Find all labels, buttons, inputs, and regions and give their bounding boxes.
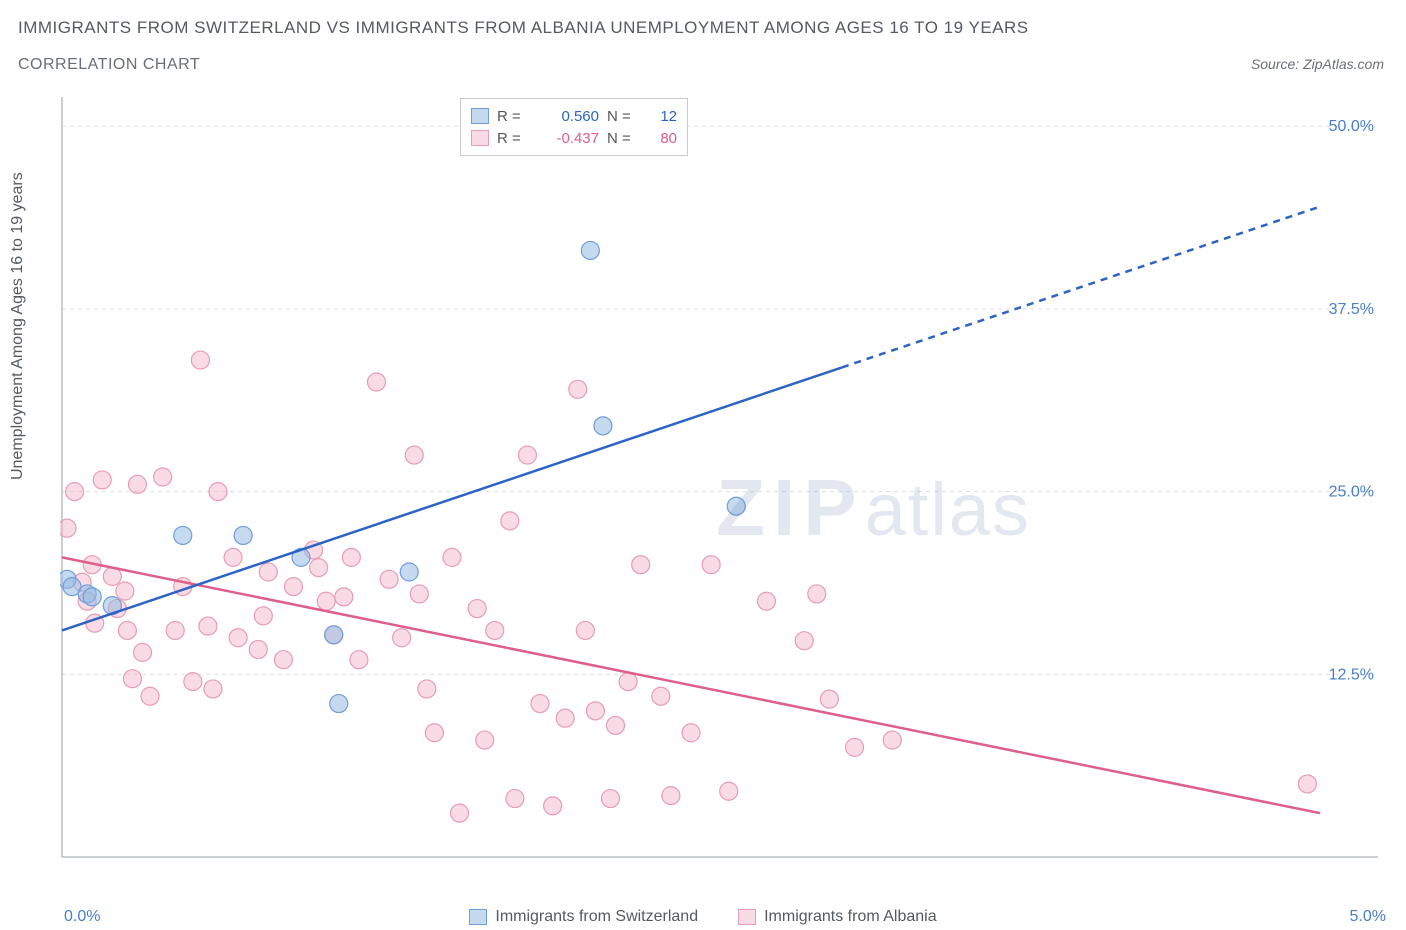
r-label: R = bbox=[497, 130, 529, 147]
chart-subtitle: CORRELATION CHART bbox=[18, 56, 200, 74]
svg-text:12.5%: 12.5% bbox=[1329, 666, 1374, 683]
r-label: R = bbox=[497, 108, 529, 125]
legend-stat-row: R = 0.560 N = 12 bbox=[471, 105, 677, 127]
chart-title: IMMIGRANTS FROM SWITZERLAND VS IMMIGRANT… bbox=[18, 18, 1029, 38]
svg-text:25.0%: 25.0% bbox=[1329, 484, 1374, 501]
legend-swatch bbox=[471, 130, 489, 146]
legend-label: Immigrants from Albania bbox=[764, 908, 937, 926]
legend-series: Immigrants from Switzerland Immigrants fr… bbox=[0, 908, 1406, 926]
legend-swatch bbox=[469, 909, 487, 925]
legend-stats: R = 0.560 N = 12 R = -0.437 N = 80 bbox=[460, 98, 688, 156]
r-value: -0.437 bbox=[537, 130, 599, 147]
source-attribution: Source: ZipAtlas.com bbox=[1251, 56, 1384, 72]
x-axis-max-label: 5.0% bbox=[1350, 908, 1386, 926]
r-value: 0.560 bbox=[537, 108, 599, 125]
scatter-chart: 12.5% 25.0% 37.5% 50.0% bbox=[60, 95, 1380, 885]
legend-item: Immigrants from Albania bbox=[738, 908, 937, 926]
n-label: N = bbox=[607, 108, 639, 125]
legend-label: Immigrants from Switzerland bbox=[495, 908, 698, 926]
legend-swatch bbox=[471, 108, 489, 124]
x-axis-min-label: 0.0% bbox=[64, 908, 100, 926]
svg-text:37.5%: 37.5% bbox=[1329, 301, 1374, 318]
y-axis-label: Unemployment Among Ages 16 to 19 years bbox=[9, 172, 27, 480]
legend-stat-row: R = -0.437 N = 80 bbox=[471, 127, 677, 149]
svg-text:50.0%: 50.0% bbox=[1329, 118, 1374, 135]
n-label: N = bbox=[607, 130, 639, 147]
n-value: 80 bbox=[647, 130, 677, 147]
legend-swatch bbox=[738, 909, 756, 925]
n-value: 12 bbox=[647, 108, 677, 125]
legend-item: Immigrants from Switzerland bbox=[469, 908, 698, 926]
